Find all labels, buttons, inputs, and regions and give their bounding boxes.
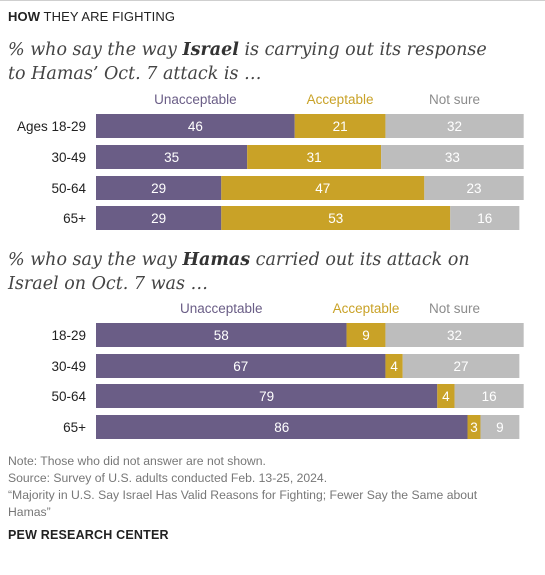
chart-tag: HOW THEY ARE FIGHTING (8, 9, 175, 24)
israel-value-label: 21 (333, 119, 348, 134)
israel-bar-unacceptable (96, 114, 295, 138)
tag-bold: HOW (8, 9, 41, 24)
israel-value-label: 29 (151, 181, 166, 196)
hamas-value-label: 9 (362, 328, 370, 343)
hamas-value-label: 4 (442, 389, 450, 404)
israel-bar-acceptable (247, 145, 382, 169)
israel-bar-acceptable (221, 206, 451, 230)
hamas-bar-not-sure (454, 384, 524, 408)
pew-credit: PEW RESEARCH CENTER (8, 528, 169, 542)
israel-value-label: 47 (315, 181, 330, 196)
hamas-legend-unacceptable: Unacceptable (180, 301, 263, 316)
israel-question: % who say the way Israel is carrying out… (8, 38, 533, 86)
israel-question-pre: % who say the way (8, 40, 183, 60)
hamas-value-label: 32 (447, 328, 462, 343)
report-title-line1: “Majority in U.S. Say Israel Has Valid R… (8, 488, 478, 502)
israel-bar-acceptable (294, 114, 386, 138)
israel-bar-not-sure (381, 145, 524, 169)
hamas-category-label: 50-64 (51, 389, 86, 404)
israel-value-label: 23 (466, 181, 481, 196)
hamas-category-label: 65+ (63, 420, 86, 435)
israel-value-label: 31 (307, 150, 322, 165)
hamas-bar-not-sure (480, 415, 520, 439)
hamas-value-label: 4 (390, 359, 398, 374)
israel-legend-acceptable: Acceptable (307, 92, 374, 107)
israel-value-label: 29 (151, 211, 166, 226)
israel-bar-not-sure (424, 176, 524, 200)
israel-value-label: 53 (328, 211, 343, 226)
hamas-bar-not-sure (402, 354, 520, 378)
israel-legend-not-sure: Not sure (429, 92, 480, 107)
hamas-category-label: 30-49 (51, 359, 86, 374)
israel-bar-unacceptable (96, 206, 222, 230)
israel-value-label: 35 (164, 150, 179, 165)
hamas-question-post: carried out its attack on (250, 250, 470, 270)
israel-value-label: 46 (188, 119, 203, 134)
israel-question-subject: Israel (182, 40, 239, 60)
footnotes: Note: Those who did not answer are not s… (8, 453, 538, 521)
hamas-question-subject: Hamas (182, 250, 251, 270)
israel-category-label: 65+ (63, 211, 86, 226)
israel-question-post: is carrying out its response (238, 40, 487, 60)
hamas-bar-not-sure (385, 323, 524, 347)
hamas-value-label: 9 (496, 420, 504, 435)
hamas-question-pre: % who say the way (8, 250, 183, 270)
israel-value-label: 33 (445, 150, 460, 165)
hamas-legend-acceptable: Acceptable (333, 301, 400, 316)
israel-category-label: 50-64 (51, 181, 86, 196)
hamas-value-label: 67 (233, 359, 248, 374)
hamas-value-label: 27 (454, 359, 469, 374)
report-title-line2: Hamas” (8, 505, 51, 519)
hamas-category-label: 18-29 (51, 328, 86, 343)
hamas-bar-acceptable (385, 354, 403, 378)
hamas-bar-acceptable (467, 415, 481, 439)
hamas-bar-acceptable (437, 384, 455, 408)
hamas-bar-unacceptable (96, 354, 386, 378)
israel-bar-acceptable (221, 176, 425, 200)
israel-value-label: 32 (447, 119, 462, 134)
note-text: Note: Those who did not answer are not s… (8, 454, 266, 468)
hamas-legend-not-sure: Not sure (429, 301, 480, 316)
israel-chart-group: Unacceptable Acceptable Not sure Ages 18-29… (17, 92, 524, 230)
source-text: Source: Survey of U.S. adults conducted … (8, 471, 328, 485)
hamas-bar-unacceptable (96, 415, 468, 439)
hamas-value-label: 16 (482, 389, 497, 404)
stacked-bar-charts: Unacceptable Acceptable Not sure Ages 18-29… (17, 92, 524, 439)
hamas-question: % who say the way Hamas carried out its … (8, 248, 533, 296)
tag-rest: THEY ARE FIGHTING (40, 9, 176, 24)
israel-value-label: 16 (477, 211, 492, 226)
hamas-bar-acceptable (346, 323, 386, 347)
israel-bar-unacceptable (96, 145, 248, 169)
israel-category-label: Ages 18-29 (17, 119, 86, 134)
hamas-bar-unacceptable (96, 384, 438, 408)
hamas-value-label: 3 (470, 420, 478, 435)
israel-bar-unacceptable (96, 176, 222, 200)
israel-category-label: 30-49 (51, 150, 86, 165)
hamas-bar-unacceptable (96, 323, 347, 347)
israel-legend-unacceptable: Unacceptable (154, 92, 237, 107)
hamas-value-label: 58 (214, 328, 229, 343)
israel-bar-not-sure (385, 114, 524, 138)
hamas-value-label: 86 (274, 420, 289, 435)
hamas-question-line2: Israel on Oct. 7 was … (8, 274, 209, 294)
israel-bar-not-sure (450, 206, 520, 230)
top-rule (0, 0, 545, 1)
hamas-value-label: 79 (259, 389, 274, 404)
israel-question-line2: to Hamas’ Oct. 7 attack is … (8, 64, 262, 84)
